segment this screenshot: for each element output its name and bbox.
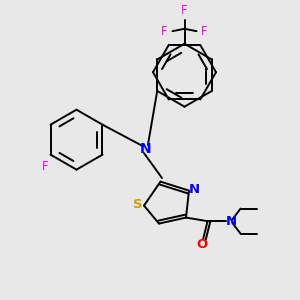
Text: N: N bbox=[225, 215, 237, 228]
Text: F: F bbox=[201, 25, 208, 38]
Text: F: F bbox=[161, 25, 168, 38]
Text: F: F bbox=[181, 4, 188, 17]
Text: F: F bbox=[42, 160, 48, 173]
Text: N: N bbox=[189, 183, 200, 196]
Text: N: N bbox=[140, 142, 151, 156]
Text: S: S bbox=[133, 198, 142, 211]
Text: O: O bbox=[196, 238, 208, 251]
